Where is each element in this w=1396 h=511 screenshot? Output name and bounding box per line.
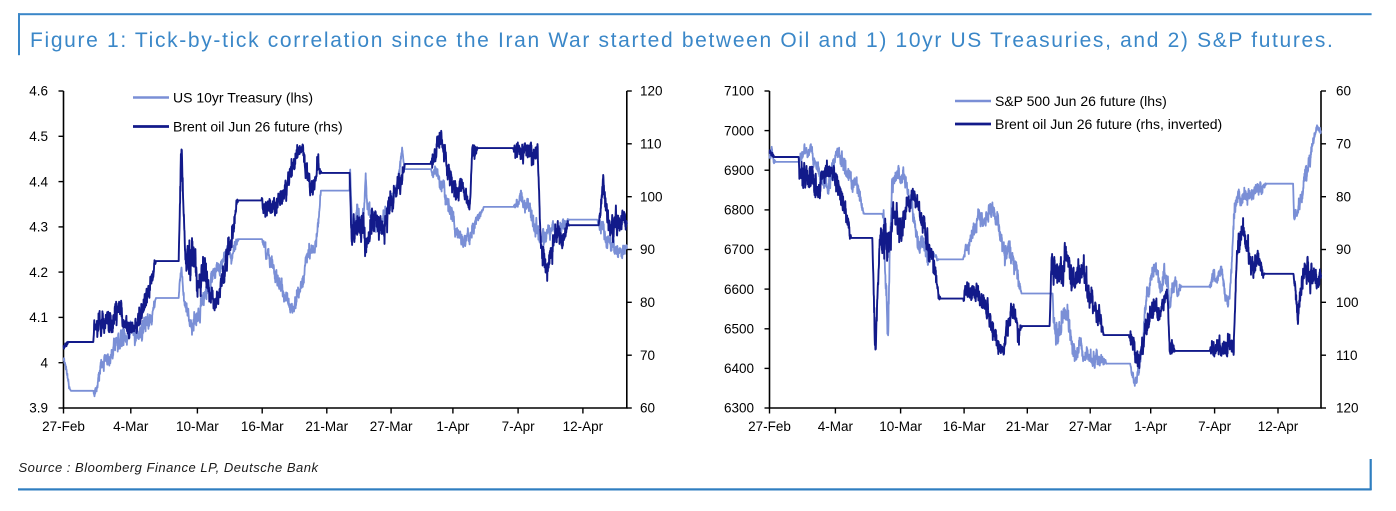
svg-text:Source : Bloomberg Finance LP,: Source : Bloomberg Finance LP, Deutsche …	[19, 460, 320, 475]
svg-text:120: 120	[640, 84, 663, 99]
svg-text:4-Mar: 4-Mar	[113, 419, 149, 434]
svg-text:12-Apr: 12-Apr	[563, 419, 604, 434]
svg-text:7-Apr: 7-Apr	[502, 419, 536, 434]
svg-text:12-Apr: 12-Apr	[1258, 419, 1299, 434]
svg-text:Brent oil Jun 26 future (rhs): Brent oil Jun 26 future (rhs)	[173, 119, 343, 135]
svg-text:21-Mar: 21-Mar	[305, 419, 348, 434]
svg-text:21-Mar: 21-Mar	[1006, 419, 1049, 434]
svg-text:7-Apr: 7-Apr	[1198, 419, 1232, 434]
svg-text:110: 110	[640, 137, 662, 152]
svg-text:4.3: 4.3	[29, 220, 48, 235]
svg-text:10-Mar: 10-Mar	[879, 419, 922, 434]
svg-text:120: 120	[1336, 401, 1359, 416]
svg-text:27-Mar: 27-Mar	[1069, 419, 1112, 434]
svg-text:80: 80	[1336, 189, 1351, 204]
svg-text:6300: 6300	[724, 401, 754, 416]
svg-text:27-Mar: 27-Mar	[370, 419, 413, 434]
svg-text:Brent oil Jun 26 future (rhs,: Brent oil Jun 26 future (rhs, inverted)	[995, 116, 1222, 132]
svg-text:80: 80	[640, 295, 655, 310]
svg-text:6900: 6900	[724, 163, 754, 178]
svg-text:1-Apr: 1-Apr	[1134, 419, 1168, 434]
svg-text:S&P 500 Jun 26 future (lhs): S&P 500 Jun 26 future (lhs)	[995, 93, 1167, 109]
svg-text:90: 90	[1336, 242, 1351, 257]
svg-text:4-Mar: 4-Mar	[818, 419, 854, 434]
svg-text:4.6: 4.6	[29, 84, 48, 99]
svg-text:3.9: 3.9	[29, 401, 48, 416]
svg-text:70: 70	[1336, 137, 1351, 152]
svg-text:4.5: 4.5	[29, 129, 48, 144]
svg-text:10-Mar: 10-Mar	[176, 419, 219, 434]
svg-text:100: 100	[1336, 295, 1359, 310]
svg-text:70: 70	[640, 348, 655, 363]
svg-text:7000: 7000	[724, 123, 754, 138]
svg-text:1-Apr: 1-Apr	[436, 419, 470, 434]
svg-text:6800: 6800	[724, 203, 754, 218]
svg-text:US 10yr Treasury (lhs): US 10yr Treasury (lhs)	[173, 90, 313, 106]
svg-text:7100: 7100	[724, 84, 754, 99]
svg-text:60: 60	[640, 401, 655, 416]
svg-text:60: 60	[1336, 84, 1351, 99]
svg-text:6400: 6400	[724, 361, 754, 376]
svg-text:6700: 6700	[724, 242, 754, 257]
svg-text:Figure 1: Tick-by-tick correla: Figure 1: Tick-by-tick correlation since…	[30, 29, 1335, 52]
svg-text:110: 110	[1336, 348, 1358, 363]
svg-text:6600: 6600	[724, 282, 754, 297]
svg-text:16-Mar: 16-Mar	[943, 419, 986, 434]
svg-text:6500: 6500	[724, 321, 754, 336]
svg-text:16-Mar: 16-Mar	[241, 419, 284, 434]
svg-text:27-Feb: 27-Feb	[42, 419, 85, 434]
svg-text:4.4: 4.4	[29, 174, 48, 189]
svg-text:90: 90	[640, 242, 655, 257]
svg-text:4.1: 4.1	[29, 310, 48, 325]
svg-text:100: 100	[640, 189, 663, 204]
svg-text:4: 4	[40, 355, 48, 370]
svg-text:27-Feb: 27-Feb	[748, 419, 791, 434]
svg-text:4.2: 4.2	[29, 265, 48, 280]
